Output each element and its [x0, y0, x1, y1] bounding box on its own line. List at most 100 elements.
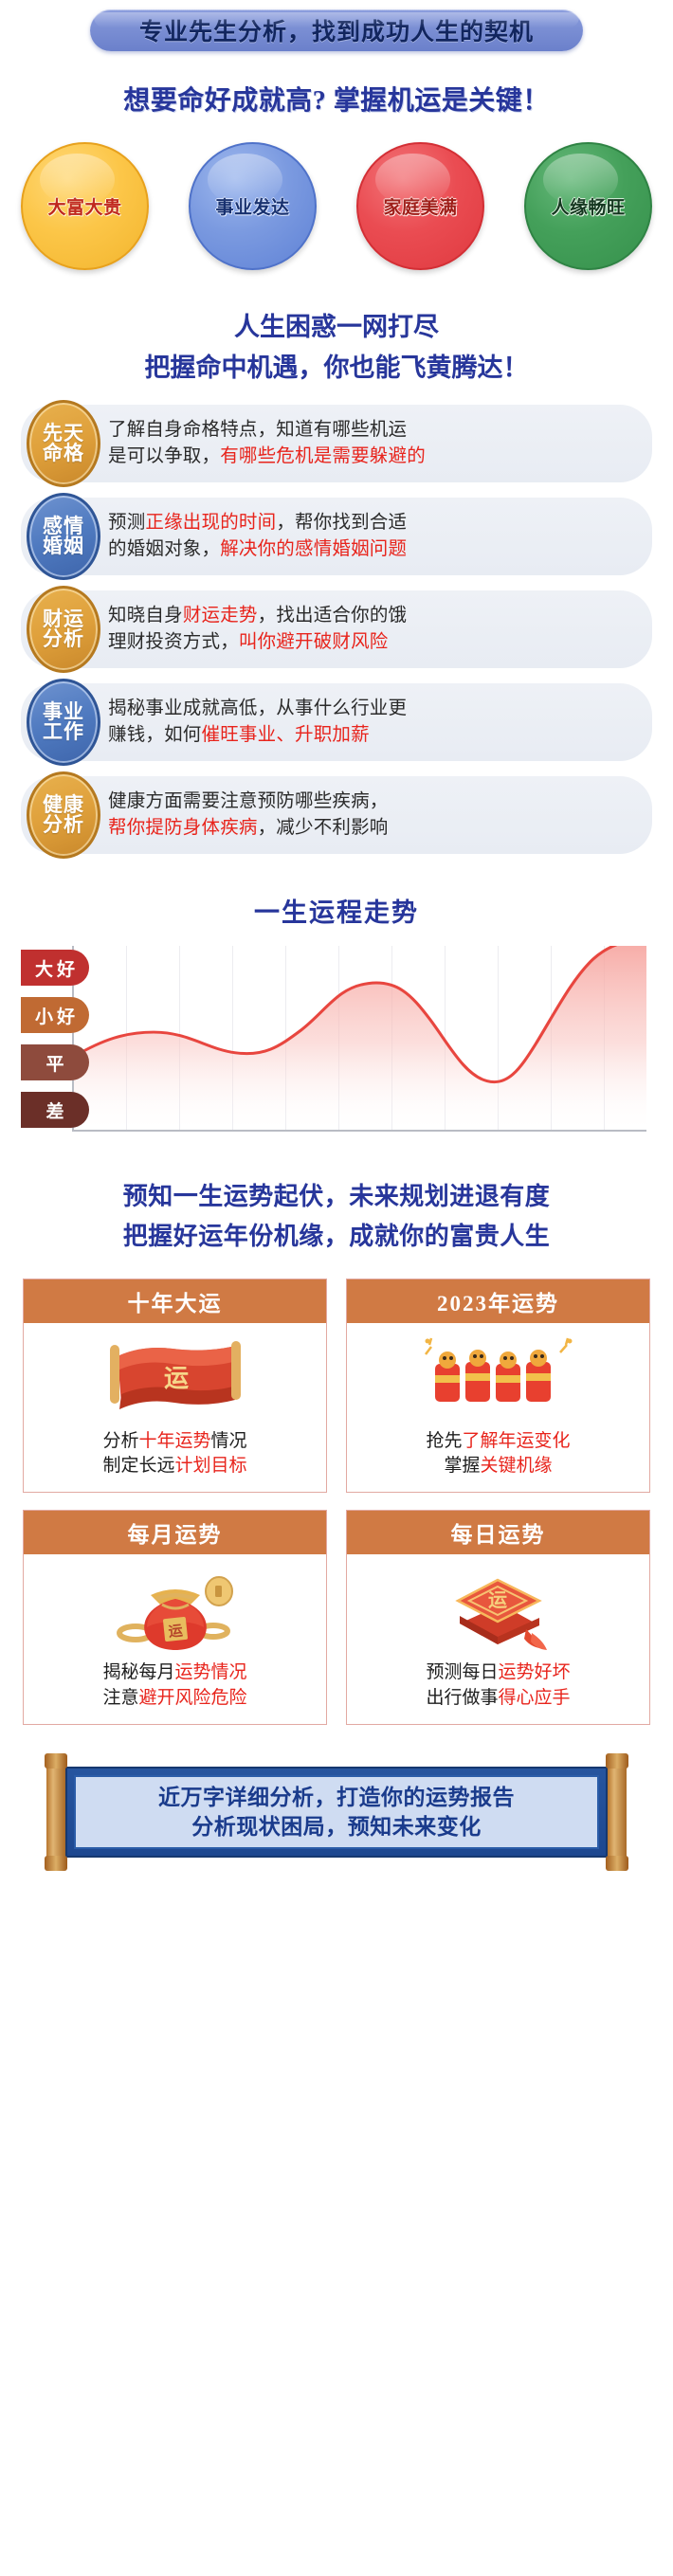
feature-description: 了解自身命格特点，知道有哪些机运 是可以争取，有哪些危机是需要躲避的 — [108, 417, 426, 469]
feature-badge-line2: 分析 — [43, 813, 84, 836]
feature-text-plain: ，减少不利影响 — [257, 817, 389, 838]
card-body: 运 预测每日运势好坏 出行做事得心应手 — [347, 1554, 649, 1723]
banner-line2: 分析现状困局，预知未来变化 — [191, 1814, 482, 1839]
feature-badge: 财运 分析 — [27, 586, 100, 673]
card-text-plain: 抢先 — [426, 1431, 463, 1451]
scroll-icon-svg: 运 — [109, 1341, 241, 1409]
chart-tick-great: 大好 — [21, 950, 89, 986]
feature-text-highlight: 叫你避开破财风险 — [238, 631, 389, 652]
money-bag-icon: 运 — [31, 1566, 318, 1653]
feature-badge-line2: 命格 — [43, 442, 84, 464]
chart-trend-line — [74, 946, 618, 1084]
card-text-highlight: 十年运势 — [138, 1431, 211, 1451]
feature-description: 健康方面需要注意预防哪些疾病， 帮你提防身体疾病，减少不利影响 — [108, 789, 389, 841]
feature-text-plain: 赚钱，如何 — [108, 724, 202, 745]
feature-text-highlight: 帮你提防身体疾病 — [108, 817, 258, 838]
scroll-rod-left-icon — [45, 1752, 67, 1871]
fortune-card-year[interactable]: 2023年运势 — [346, 1279, 650, 1494]
feature-text-plain: 理财投资方式， — [108, 631, 239, 652]
feature-text-highlight: 财运走势 — [182, 605, 258, 626]
feature-row-health[interactable]: 健康 分析 健康方面需要注意预防哪些疾病， 帮你提防身体疾病，减少不利影响 — [21, 771, 652, 859]
feature-description: 揭秘事业成就高低，从事什么行业更 赚钱，如何催旺事业、升职加薪 — [108, 696, 407, 748]
card-text-plain: 掌握 — [444, 1456, 481, 1477]
section2-headline: 人生困惑一网打尽 把握命中机遇，你也能飞黄腾达！ — [0, 306, 673, 384]
card-text-plain: 情况 — [210, 1431, 247, 1451]
section3-headline-line1: 预知一生运势起伏，未来规划进退有度 — [122, 1183, 551, 1210]
feature-badge: 感情 婚姻 — [27, 493, 100, 580]
card-title: 每日运势 — [347, 1511, 649, 1555]
fortune-card-decade[interactable]: 十年大运 运 分析十年运势情况 制定长远计划目标 — [23, 1279, 327, 1494]
card-text-plain: 预测每日 — [426, 1662, 499, 1683]
card-text-plain: 注意 — [102, 1687, 139, 1708]
chart-area-fill — [74, 946, 646, 1130]
chart-title: 一生运程走势 — [254, 898, 419, 927]
card-title: 十年大运 — [24, 1279, 326, 1323]
banner-inner: 近万字详细分析，打造你的运势报告 分析现状困局，预知未来变化 — [74, 1774, 599, 1849]
card-title: 每月运势 — [24, 1511, 326, 1555]
fortune-card-grid: 十年大运 运 分析十年运势情况 制定长远计划目标 — [0, 1279, 673, 1725]
card-description: 揭秘每月运势情况 注意避开风险危险 — [102, 1660, 246, 1710]
feature-text-plain: ，找出适合你的饿 — [257, 605, 408, 626]
feature-text-plain: 健康方面需要注意预防哪些疾病， — [108, 790, 389, 812]
card-text-plain: 揭秘每月 — [102, 1662, 175, 1683]
svg-text:运: 运 — [488, 1589, 507, 1611]
section2-headline-line1: 人生困惑一网打尽 — [234, 313, 439, 341]
feature-badge: 事业 工作 — [27, 679, 100, 766]
card-text-highlight: 得心应手 — [498, 1687, 571, 1708]
fortune-card-month[interactable]: 每月运势 运 — [23, 1510, 327, 1725]
chart-tick-poor: 差 — [21, 1092, 89, 1128]
section3-headline: 预知一生运势起伏，未来规划进退有度 把握好运年份机缘，成就你的富贵人生 — [0, 1177, 673, 1252]
card-description: 预测每日运势好坏 出行做事得心应手 — [426, 1660, 570, 1710]
feature-text-highlight: 催旺事业、升职加薪 — [201, 724, 370, 745]
card-description: 抢先了解年运变化 掌握关键机缘 — [426, 1429, 570, 1478]
card-text-highlight: 运势情况 — [174, 1662, 247, 1683]
svg-text:运: 运 — [163, 1365, 188, 1392]
section2-headline-line2: 把握命中机遇，你也能飞黄腾达！ — [144, 354, 529, 382]
feature-row-career[interactable]: 事业 工作 揭秘事业成就高低，从事什么行业更 赚钱，如何催旺事业、升职加薪 — [21, 679, 652, 766]
feature-row-destiny[interactable]: 先天 命格 了解自身命格特点，知道有哪些机运 是可以争取，有哪些危机是需要躲避的 — [21, 400, 652, 487]
hero-pill-button[interactable]: 专业先生分析，找到成功人生的契机 — [90, 9, 583, 51]
chart-tick-good: 小好 — [21, 997, 89, 1033]
scroll-icon: 运 — [31, 1334, 318, 1422]
banner-line1: 近万字详细分析，打造你的运势报告 — [158, 1785, 515, 1809]
footer-scroll-banner[interactable]: 近万字详细分析，打造你的运势报告 分析现状困局，预知未来变化 — [22, 1752, 651, 1871]
fortune-card-day[interactable]: 每日运势 运 预测每日运势好坏 — [346, 1510, 650, 1725]
feature-list: 先天 命格 了解自身命格特点，知道有哪些机运 是可以争取，有哪些危机是需要躲避的… — [0, 384, 673, 859]
scroll-rod-right-icon — [606, 1752, 628, 1871]
card-body: 运 分析十年运势情况 制定长远计划目标 — [24, 1323, 326, 1492]
benefit-circle-career[interactable]: 事业发达 — [189, 142, 317, 270]
card-text-plain: 制定长远 — [102, 1456, 175, 1477]
card-text-highlight: 了解年运变化 — [462, 1431, 571, 1451]
feature-text-highlight: 有哪些危机是需要躲避的 — [220, 445, 426, 466]
feature-badge: 先天 命格 — [27, 400, 100, 487]
chart-curve-svg — [74, 946, 646, 1130]
feature-text-plain: 是可以争取， — [108, 445, 221, 466]
feature-text-highlight: 解决你的感情婚姻问题 — [220, 538, 408, 559]
benefit-circle-family[interactable]: 家庭美满 — [356, 142, 484, 270]
benefit-circle-relationships[interactable]: 人缘畅旺 — [524, 142, 652, 270]
feature-row-marriage[interactable]: 感情 婚姻 预测正缘出现的时间，帮你找到合适 的婚姻对象，解决你的感情婚姻问题 — [21, 493, 652, 580]
feature-text-plain: 了解自身命格特点，知道有哪些机运 — [108, 419, 408, 441]
chart-plot-area — [72, 946, 646, 1132]
hero-section: 专业先生分析，找到成功人生的契机 — [0, 0, 673, 51]
card-text-plain: 分析 — [102, 1431, 139, 1451]
card-body: 运 揭秘每月运势情况 注意避开风险危险 — [24, 1554, 326, 1723]
feature-text-plain: 预测 — [108, 512, 146, 534]
card-description: 分析十年运势情况 制定长远计划目标 — [102, 1429, 246, 1478]
feature-text-plain: ，帮你找到合适 — [276, 512, 408, 534]
section3-headline-line2: 把握好运年份机缘，成就你的富贵人生 — [122, 1223, 551, 1250]
benefit-circle-wealth[interactable]: 大富大贵 — [21, 142, 149, 270]
feature-row-wealth[interactable]: 财运 分析 知晓自身财运走势，找出适合你的饿 理财投资方式，叫你避开破财风险 — [21, 586, 652, 673]
benefit-circle-label: 事业发达 — [215, 198, 290, 218]
hero-pill-title: 专业先生分析，找到成功人生的契机 — [138, 20, 534, 45]
feature-badge: 健康 分析 — [27, 771, 100, 859]
footer-banner-section: 近万字详细分析，打造你的运势报告 分析现状困局，预知未来变化 — [0, 1752, 673, 1890]
feature-description: 知晓自身财运走势，找出适合你的饿 理财投资方式，叫你避开破财风险 — [108, 603, 407, 655]
feature-badge-line2: 婚姻 — [43, 535, 84, 557]
feature-text-plain: 的婚姻对象， — [108, 538, 221, 559]
benefit-circle-label: 人缘畅旺 — [551, 198, 626, 218]
feature-badge-line1: 事业 — [43, 699, 84, 723]
card-text-plain: 出行做事 — [426, 1687, 499, 1708]
feature-badge-line2: 工作 — [43, 720, 84, 743]
